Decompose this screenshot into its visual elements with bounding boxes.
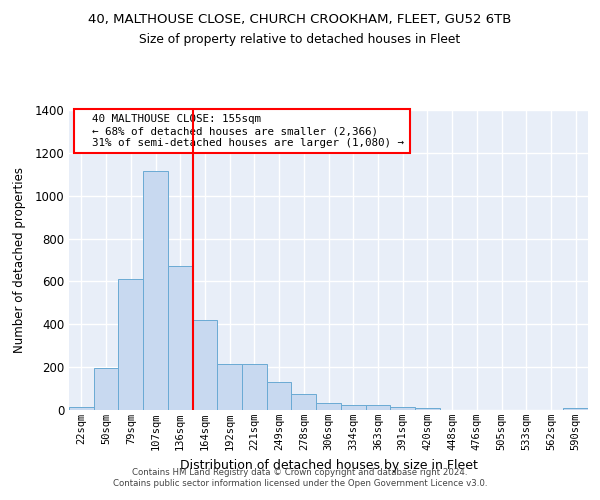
Bar	[316, 402, 341, 410]
Bar	[390, 407, 415, 410]
Bar	[143, 171, 168, 410]
Bar	[365, 404, 390, 410]
Bar	[193, 320, 217, 410]
Bar	[94, 368, 118, 410]
Y-axis label: Number of detached properties: Number of detached properties	[13, 167, 26, 353]
Bar	[267, 382, 292, 410]
X-axis label: Distribution of detached houses by size in Fleet: Distribution of detached houses by size …	[179, 458, 478, 471]
Text: Size of property relative to detached houses in Fleet: Size of property relative to detached ho…	[139, 32, 461, 46]
Bar	[118, 280, 143, 410]
Text: 40, MALTHOUSE CLOSE, CHURCH CROOKHAM, FLEET, GU52 6TB: 40, MALTHOUSE CLOSE, CHURCH CROOKHAM, FL…	[88, 12, 512, 26]
Bar	[563, 408, 588, 410]
Text: Contains HM Land Registry data © Crown copyright and database right 2024.
Contai: Contains HM Land Registry data © Crown c…	[113, 468, 487, 487]
Bar	[242, 364, 267, 410]
Bar	[341, 404, 365, 410]
Bar	[415, 408, 440, 410]
Bar	[292, 394, 316, 410]
Bar	[168, 266, 193, 410]
Text: 40 MALTHOUSE CLOSE: 155sqm
  ← 68% of detached houses are smaller (2,366)
  31% : 40 MALTHOUSE CLOSE: 155sqm ← 68% of deta…	[79, 114, 404, 148]
Bar	[69, 407, 94, 410]
Bar	[217, 364, 242, 410]
